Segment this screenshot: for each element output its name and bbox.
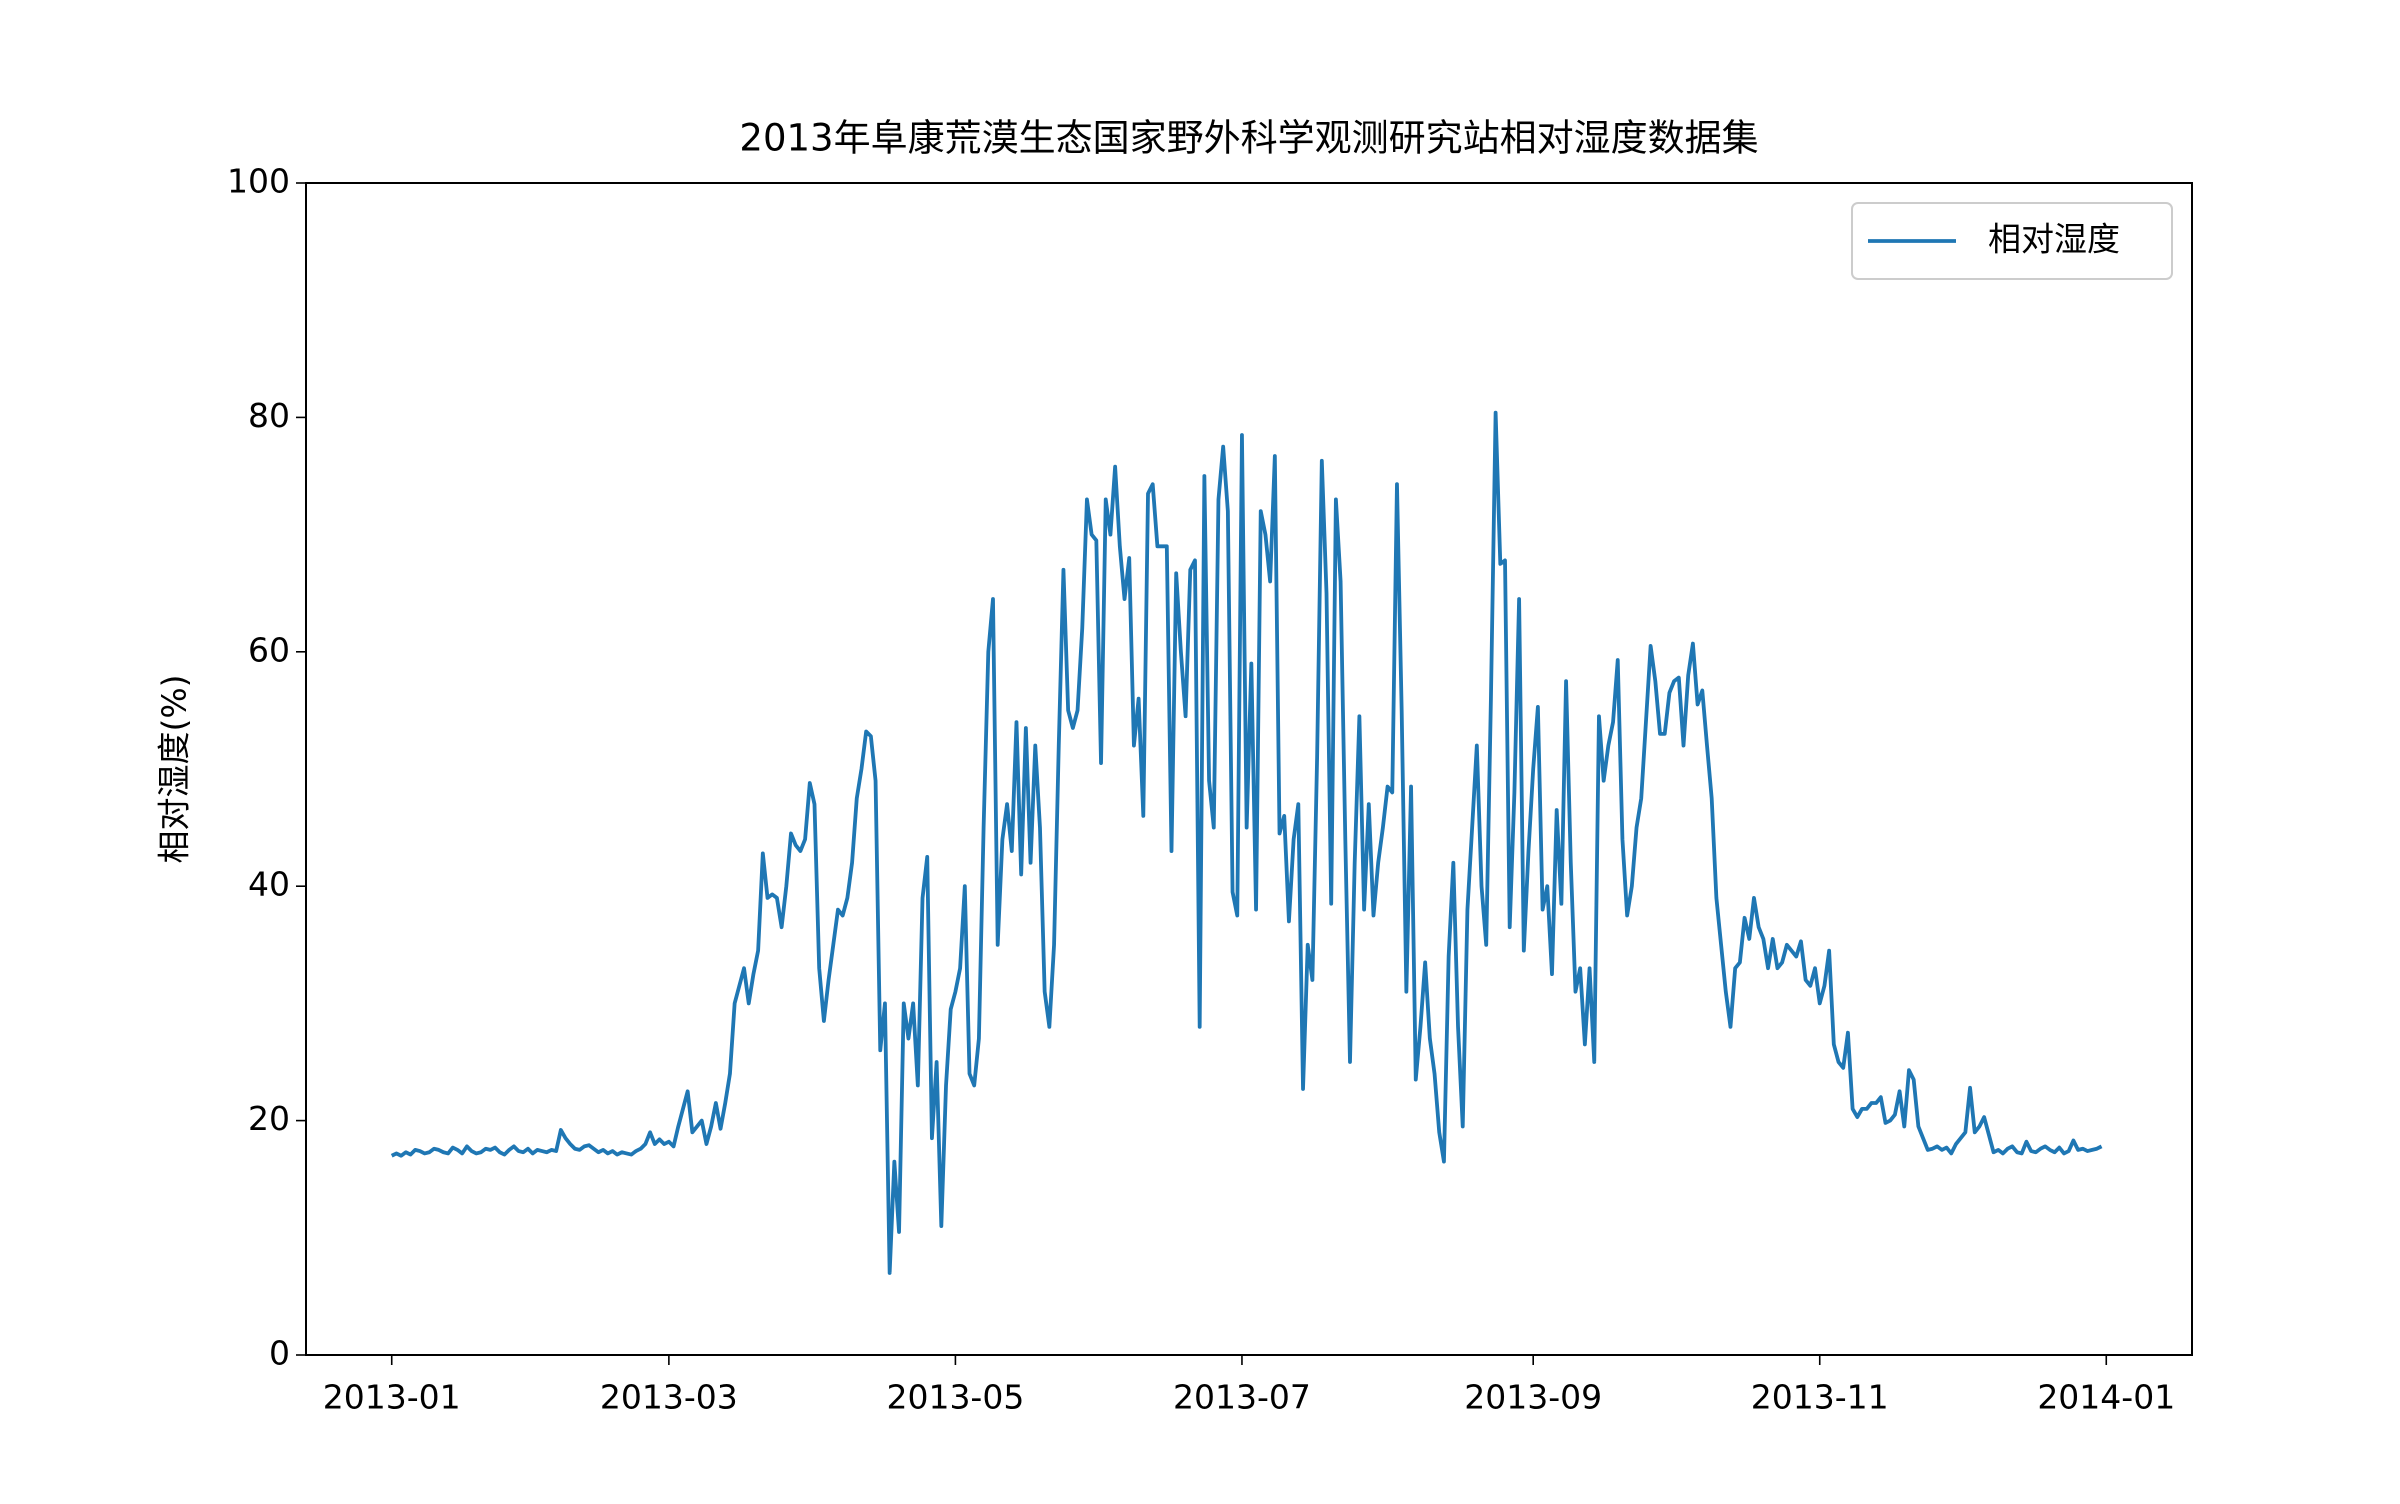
x-tick-label: 2013-09 <box>1464 1378 1602 1417</box>
x-tick-label: 2014-01 <box>2037 1378 2175 1417</box>
data-line <box>390 410 2103 1275</box>
legend: 相对湿度 <box>1851 202 2173 280</box>
legend-label: 相对湿度 <box>1988 220 2120 259</box>
y-tick-label: 20 <box>248 1099 290 1138</box>
y-tick-label: 80 <box>248 396 290 435</box>
y-axis-label: 相对湿度(%) <box>155 674 194 863</box>
x-tick-label: 2013-01 <box>323 1378 461 1417</box>
y-tick-label: 0 <box>269 1334 290 1373</box>
x-tick-label: 2013-07 <box>1173 1378 1311 1417</box>
x-tick-label: 2013-11 <box>1751 1378 1889 1417</box>
y-tick-label: 40 <box>248 865 290 904</box>
y-tick-label: 100 <box>227 162 290 201</box>
x-tick-label: 2013-05 <box>886 1378 1024 1417</box>
x-tick-label: 2013-03 <box>600 1378 738 1417</box>
legend-box <box>1851 202 2173 280</box>
y-tick-label: 60 <box>248 630 290 669</box>
chart-title: 2013年阜康荒漠生态国家野外科学观测研究站相对湿度数据集 <box>739 117 1758 160</box>
plot-frame <box>305 182 2193 1356</box>
